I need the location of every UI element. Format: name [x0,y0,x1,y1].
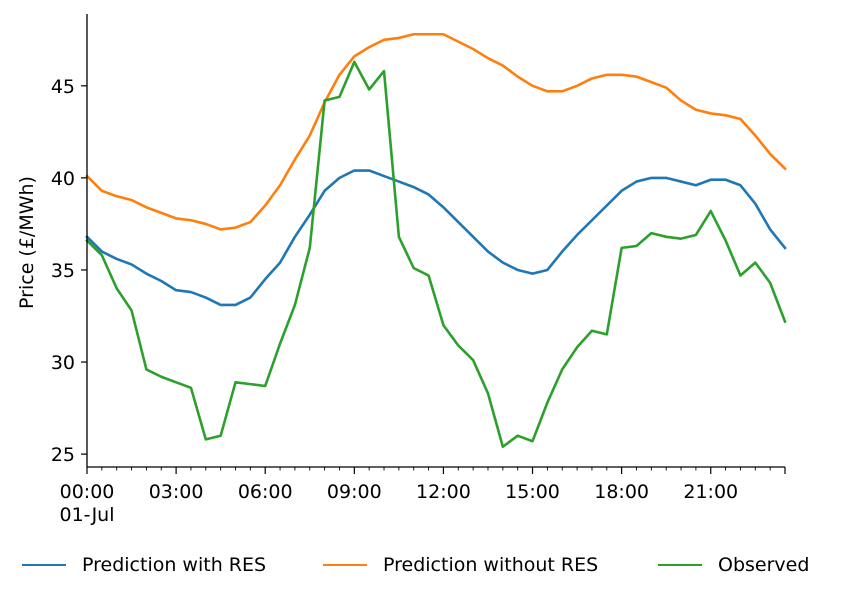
x-tick-label: 00:00 [60,481,115,503]
x-tick-label: 21:00 [683,481,738,503]
y-axis-ticks: 25 30 35 40 45 [51,76,87,466]
x-tick-label: 12:00 [416,481,471,503]
series-line-1 [85,32,787,231]
x-tick-sublabel: 01-Jul [59,504,114,526]
series-layer [85,32,787,449]
y-tick-label: 45 [51,76,75,98]
x-tick-label: 18:00 [594,481,649,503]
x-tick-label: 06:00 [238,481,293,503]
legend-item-observed: Observed [658,551,809,579]
series-line-2 [85,60,787,449]
legend: Prediction with RES Prediction without R… [0,551,841,579]
y-tick-label: 25 [51,444,75,466]
y-axis-label: Price (£/MWh) [16,176,38,309]
legend-label-observed: Observed [718,554,810,576]
legend-swatch-observed [658,564,702,566]
x-tick-label: 15:00 [505,481,560,503]
legend-item-without-res: Prediction without RES [323,551,598,579]
legend-label-without-res: Prediction without RES [383,554,599,576]
x-tick-label: 03:00 [149,481,204,503]
legend-swatch-without-res [323,564,367,566]
y-tick-label: 40 [51,168,75,190]
x-tick-label: 09:00 [327,481,382,503]
legend-item-with-res: Prediction with RES [22,551,266,579]
y-tick-label: 30 [51,352,75,374]
y-tick-label: 35 [51,260,75,282]
legend-swatch-with-res [22,564,66,566]
legend-label-with-res: Prediction with RES [82,554,267,576]
series-line-0 [85,169,787,307]
